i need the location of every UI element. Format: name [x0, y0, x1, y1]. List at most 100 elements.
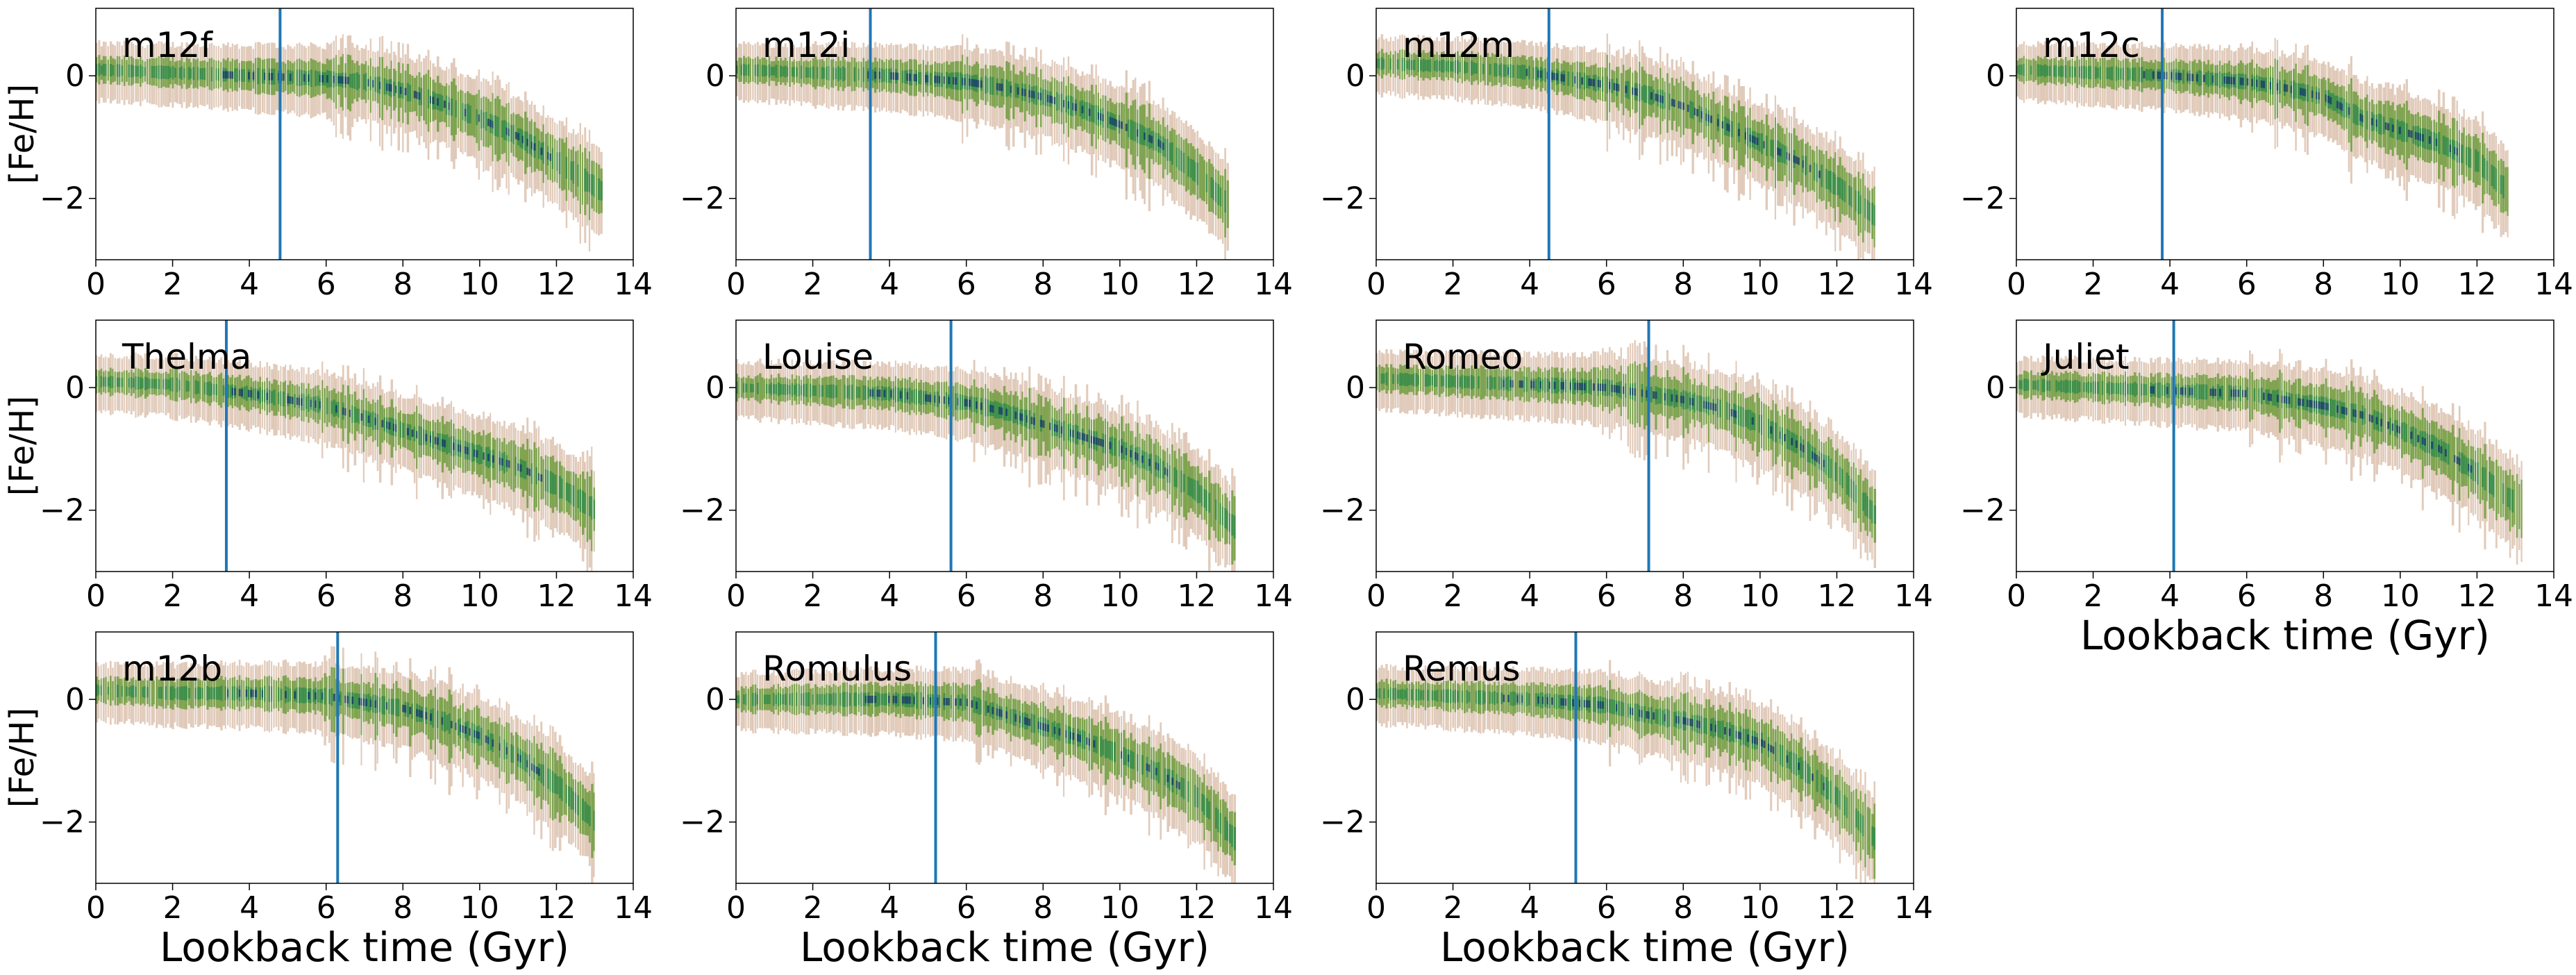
- panel-title: Thelma: [122, 337, 251, 377]
- y-tick-label: −2: [1320, 805, 1365, 840]
- x-tick-label: 14: [614, 578, 653, 614]
- x-tick-label: 0: [726, 267, 746, 302]
- x-tick-label: 8: [1033, 267, 1053, 302]
- x-axis-label: Lookback time (Gyr): [1440, 924, 1850, 971]
- x-tick-label: 2: [803, 578, 823, 614]
- x-tick-label: 2: [163, 578, 183, 614]
- x-tick-label: 6: [2237, 578, 2257, 614]
- x-tick-label: 0: [726, 578, 746, 614]
- y-tick-label: 0: [705, 682, 725, 717]
- x-tick-label: 4: [1520, 267, 1539, 302]
- x-tick-label: 0: [86, 267, 106, 302]
- x-tick-label: 8: [1033, 578, 1053, 614]
- x-tick-label: 4: [240, 890, 259, 926]
- panel-title: Remus: [1403, 649, 1521, 689]
- density-map: [736, 659, 1237, 883]
- y-tick-label: −2: [40, 181, 85, 217]
- y-tick-label: −2: [680, 805, 725, 840]
- density-map: [1376, 33, 1875, 260]
- panel-title: Romeo: [1403, 337, 1523, 377]
- x-tick-label: 12: [537, 578, 576, 614]
- x-tick-label: 10: [1741, 578, 1780, 614]
- x-tick-label: 4: [240, 267, 259, 302]
- x-tick-label: 0: [1366, 890, 1386, 926]
- x-tick-label: 4: [880, 578, 899, 614]
- x-tick-label: 0: [86, 890, 106, 926]
- x-tick-label: 14: [1894, 267, 1933, 302]
- x-tick-label: 4: [1520, 578, 1539, 614]
- x-tick-label: 8: [1033, 890, 1053, 926]
- x-tick-label: 14: [1894, 578, 1933, 614]
- panel-m12b: 0 2 4 6 8 10 12 14 −2 0 m12b [Fe/H] Lookback time (G…: [3, 631, 653, 971]
- panel-m12f: 0 2 4 6 8 10 12 14 −2 0 m12f [Fe/H]: [3, 8, 653, 302]
- axes-frame: [2016, 8, 2554, 260]
- x-tick-label: 6: [317, 267, 336, 302]
- x-tick-label: 10: [2381, 578, 2420, 614]
- axes-frame: [95, 631, 634, 884]
- x-axis-label: Lookback time (Gyr): [2080, 612, 2490, 659]
- x-tick-label: 10: [460, 267, 499, 302]
- y-tick-label: −2: [1960, 493, 2005, 528]
- density-map: [1376, 660, 1876, 883]
- axes-frame: [735, 631, 1274, 884]
- density-map: [2016, 38, 2509, 238]
- x-tick-label: 4: [880, 890, 899, 926]
- x-tick-label: 6: [1597, 267, 1616, 302]
- x-tick-label: 12: [537, 890, 576, 926]
- x-tick-label: 14: [2534, 578, 2573, 614]
- x-tick-label: 2: [2084, 578, 2103, 614]
- y-tick-label: 0: [1986, 58, 2005, 94]
- x-tick-label: 6: [317, 578, 336, 614]
- x-tick-label: 8: [2314, 267, 2333, 302]
- x-tick-label: 10: [460, 578, 499, 614]
- y-tick-label: −2: [680, 181, 725, 217]
- axes-frame: [735, 319, 1274, 572]
- x-tick-label: 0: [2007, 578, 2026, 614]
- panel-title: m12m: [1403, 25, 1514, 65]
- density-map: [96, 34, 603, 252]
- y-tick-label: 0: [65, 58, 85, 94]
- axes-frame: [2016, 319, 2554, 572]
- panel-title: m12f: [122, 25, 213, 65]
- x-tick-label: 8: [1673, 890, 1693, 926]
- x-tick-label: 10: [1101, 890, 1139, 926]
- y-tick-label: 0: [65, 682, 85, 717]
- y-tick-label: −2: [1960, 181, 2005, 217]
- x-tick-label: 10: [1101, 578, 1139, 614]
- x-tick-label: 14: [1254, 578, 1293, 614]
- x-tick-label: 8: [1673, 578, 1693, 614]
- x-tick-label: 0: [1366, 578, 1386, 614]
- x-tick-label: 4: [2160, 578, 2180, 614]
- y-tick-label: −2: [1320, 181, 1365, 217]
- x-tick-label: 0: [86, 578, 106, 614]
- x-tick-label: 0: [1366, 267, 1386, 302]
- x-tick-label: 8: [393, 578, 412, 614]
- x-tick-label: 2: [1444, 578, 1463, 614]
- y-axis-label: [Fe/H]: [3, 84, 42, 184]
- axes-frame: [735, 8, 1274, 260]
- y-tick-label: 0: [65, 370, 85, 406]
- x-tick-label: 14: [1894, 890, 1933, 926]
- y-tick-label: 0: [1986, 370, 2005, 406]
- x-tick-label: 6: [1597, 578, 1616, 614]
- panel-thelma: 0 2 4 6 8 10 12 14 −2 0 Thelma [Fe/H]: [3, 319, 653, 614]
- panel-title: m12b: [122, 649, 222, 689]
- density-map: [96, 352, 595, 572]
- x-tick-label: 12: [1817, 578, 1856, 614]
- x-tick-label: 0: [726, 890, 746, 926]
- x-tick-label: 8: [393, 890, 412, 926]
- panel-title: m12i: [762, 25, 850, 65]
- axes-frame: [1375, 319, 1914, 572]
- x-tick-label: 12: [1177, 578, 1216, 614]
- x-tick-label: 12: [1177, 890, 1216, 926]
- density-map: [736, 358, 1236, 572]
- panel-romulus: 0 2 4 6 8 10 12 14 −2 0 Romulus Lookback time (Gyr): [680, 631, 1293, 971]
- panel-m12i: 0 2 4 6 8 10 12 14 −2 0 m12i: [680, 8, 1293, 302]
- x-tick-label: 6: [957, 267, 976, 302]
- density-map: [2016, 349, 2523, 565]
- y-tick-label: 0: [705, 370, 725, 406]
- x-tick-label: 6: [317, 890, 336, 926]
- x-tick-label: 14: [2534, 267, 2573, 302]
- panel-title: Juliet: [2041, 337, 2130, 377]
- density-map: [736, 34, 1229, 260]
